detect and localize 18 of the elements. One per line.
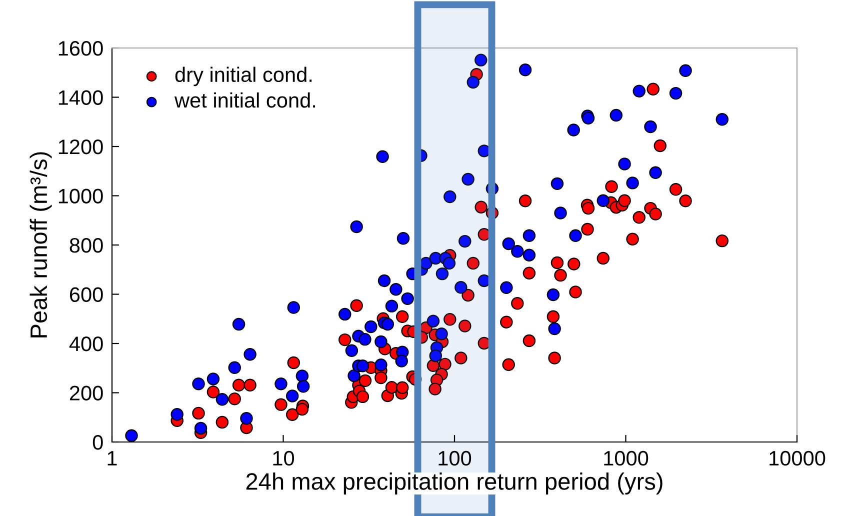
legend-label: wet initial cond. (174, 92, 316, 108)
y-tick-label: 600 (70, 287, 103, 302)
y-tick-label: 0 (92, 435, 103, 450)
x-tick-label: 100 (438, 450, 472, 466)
x-tick-label: 10 (273, 450, 294, 466)
y-tick-label: 800 (70, 238, 103, 253)
x-tick-label: 1000 (604, 450, 648, 466)
y-tick-label: 200 (70, 386, 103, 401)
x-axis-title: 24h max precipitation return period (yrs) (246, 472, 662, 495)
y-tick-label: 1200 (58, 140, 103, 154)
legend-label: dry initial cond. (175, 66, 312, 86)
y-tick-label: 1400 (58, 90, 103, 106)
y-tick-label: 1000 (58, 188, 103, 204)
x-tick-label: 1 (108, 451, 117, 466)
x-tick-label: 10000 (770, 450, 826, 466)
y-tick-label: 400 (69, 336, 103, 352)
y-axis-title: Peak runoff (m³/s) (30, 152, 52, 338)
y-tick-label: 1600 (58, 41, 103, 56)
